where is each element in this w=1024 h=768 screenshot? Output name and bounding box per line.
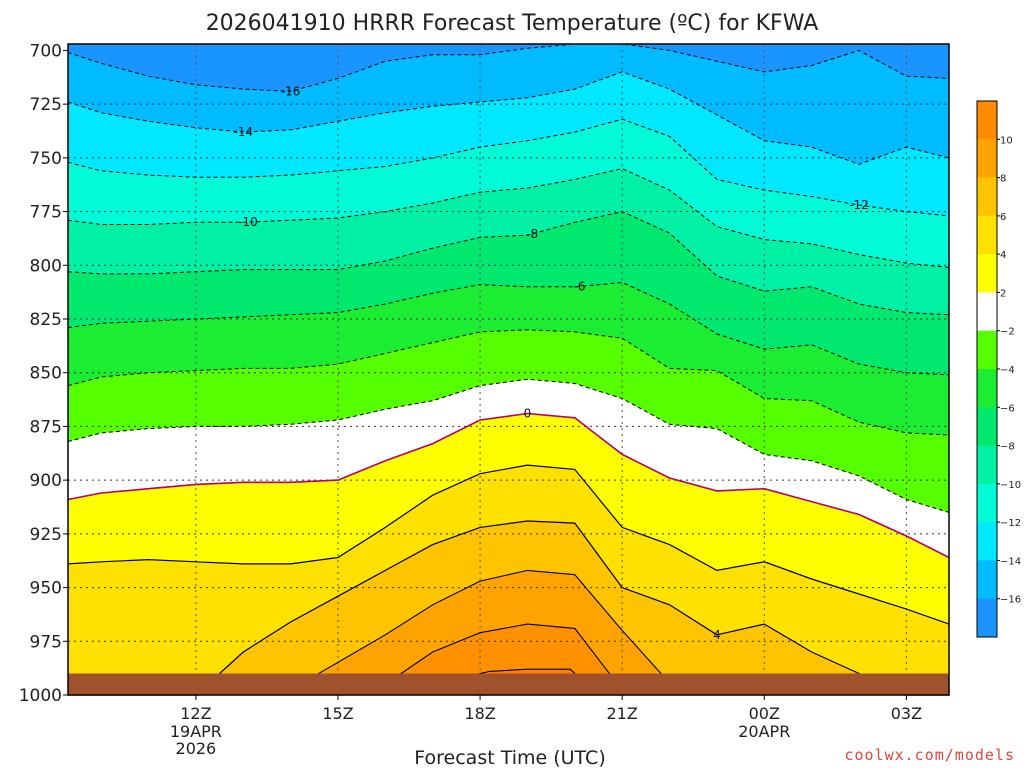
- isotherm-line-0: [67, 412, 950, 559]
- y-tick-label-700: 700: [30, 41, 62, 61]
- isotherm-line--10: [67, 168, 950, 268]
- pressure-axis: 700 725 750 775 800 825 850 875 900 925 950 975 1000: [19, 41, 68, 706]
- y-tick-label-800: 800: [30, 256, 62, 276]
- y-tick-label-900: 900: [30, 471, 62, 491]
- colorbar-band-7: [977, 369, 997, 408]
- y-tick-label-950: 950: [30, 579, 62, 599]
- colorbar-band-13: [977, 598, 997, 638]
- isotherm-line--8: [67, 211, 950, 316]
- ground-surface: [68, 673, 949, 695]
- isotherm-line--16: [67, 43, 950, 92]
- colorbar-label-9: −10: [1000, 480, 1021, 491]
- isotherm-line--12: [67, 118, 950, 217]
- credit-text: coolwx.com/models: [844, 746, 1015, 764]
- colorbar-band-3: [977, 215, 997, 255]
- colorbar-band-2: [977, 177, 997, 217]
- colorbar-label-1: 8: [1000, 174, 1006, 185]
- x-tick-sublabel-2026: 2026: [176, 739, 217, 758]
- colorbar-label-11: −14: [1000, 556, 1021, 567]
- colorbar-band-0: [977, 101, 997, 140]
- colorbar-label-0: 10: [1000, 135, 1013, 146]
- isotherm-label--6: -6: [574, 279, 586, 293]
- colorbar-label-12: −16: [1000, 595, 1021, 606]
- y-tick-label-850: 850: [30, 364, 62, 384]
- colorbar-label-6: −4: [1000, 365, 1015, 376]
- colorbar-band-9: [977, 445, 997, 485]
- isotherm-line--6: [67, 281, 950, 376]
- x-axis-label: Forecast Time (UTC): [414, 747, 605, 768]
- y-tick-label-925: 925: [30, 525, 62, 545]
- colorbar-band-10: [977, 483, 997, 523]
- colorbar-label-7: −6: [1000, 403, 1015, 414]
- colorbar-band-6: [977, 330, 997, 370]
- x-tick-label-12Z: 12Z: [180, 704, 211, 723]
- y-tick-label-1000: 1000: [19, 686, 62, 706]
- isotherm-line-6: [299, 569, 666, 685]
- plot-frame: [67, 43, 950, 696]
- colorbar-band-11: [977, 522, 997, 561]
- isotherm-label-0: 0: [524, 407, 532, 421]
- colorbar-label-5: −2: [1000, 327, 1015, 338]
- plot-area: -16 -14 -12 -10 -8 -6 0 4: [67, 43, 950, 696]
- y-tick-label-750: 750: [30, 149, 62, 169]
- colorbar-label-4: 2: [1000, 288, 1006, 299]
- x-tick-label-03Z: 03Z: [891, 704, 922, 723]
- colorbar-band-5: [977, 292, 997, 332]
- colorbar-band-4: [977, 254, 997, 293]
- grid-lines: [68, 44, 949, 695]
- colorbar-label-2: 6: [1000, 212, 1006, 223]
- x-tick-label-15Z: 15Z: [322, 704, 353, 723]
- colorbar-label-3: 4: [1000, 250, 1006, 261]
- isotherm-label-4: 4: [713, 628, 721, 642]
- colorbar-label-10: −12: [1000, 518, 1021, 529]
- x-tick-sublabel-19APR: 19APR: [170, 722, 222, 741]
- x-tick-label-00Z: 00Z: [749, 704, 780, 723]
- isotherm-line-2: [67, 464, 950, 625]
- isotherm-line--2: [67, 378, 950, 513]
- y-tick-label-775: 775: [30, 203, 62, 223]
- isotherm-line--4: [67, 329, 950, 436]
- colorbar-band-12: [977, 560, 997, 600]
- colorbar-band-1: [977, 139, 997, 179]
- colorbar-legend: 10 8 6 4 2 −2 −4 −6 −8 −10 −12 −14 −16: [976, 100, 1021, 638]
- isotherm-line--14: [67, 71, 950, 165]
- isotherm-label--14: -14: [233, 125, 253, 139]
- isotherm-line-8: [384, 623, 614, 685]
- isotherm-label--16: -16: [281, 84, 301, 98]
- colorbar-band-8: [977, 407, 997, 447]
- y-tick-label-975: 975: [30, 632, 62, 652]
- chart-title: 2026041910 HRRR Forecast Temperature (ºC…: [206, 11, 819, 36]
- y-tick-label-875: 875: [30, 417, 62, 437]
- y-tick-label-725: 725: [30, 95, 62, 115]
- isotherm-label--10: -10: [238, 215, 258, 229]
- x-tick-sublabel-20APR: 20APR: [738, 722, 790, 741]
- isotherm-label--12: -12: [849, 198, 869, 212]
- colorbar-label-8: −8: [1000, 442, 1015, 453]
- x-tick-label-18Z: 18Z: [464, 704, 495, 723]
- y-tick-label-825: 825: [30, 310, 62, 330]
- x-tick-label-21Z: 21Z: [607, 704, 638, 723]
- isotherm-label--8: -8: [526, 227, 538, 241]
